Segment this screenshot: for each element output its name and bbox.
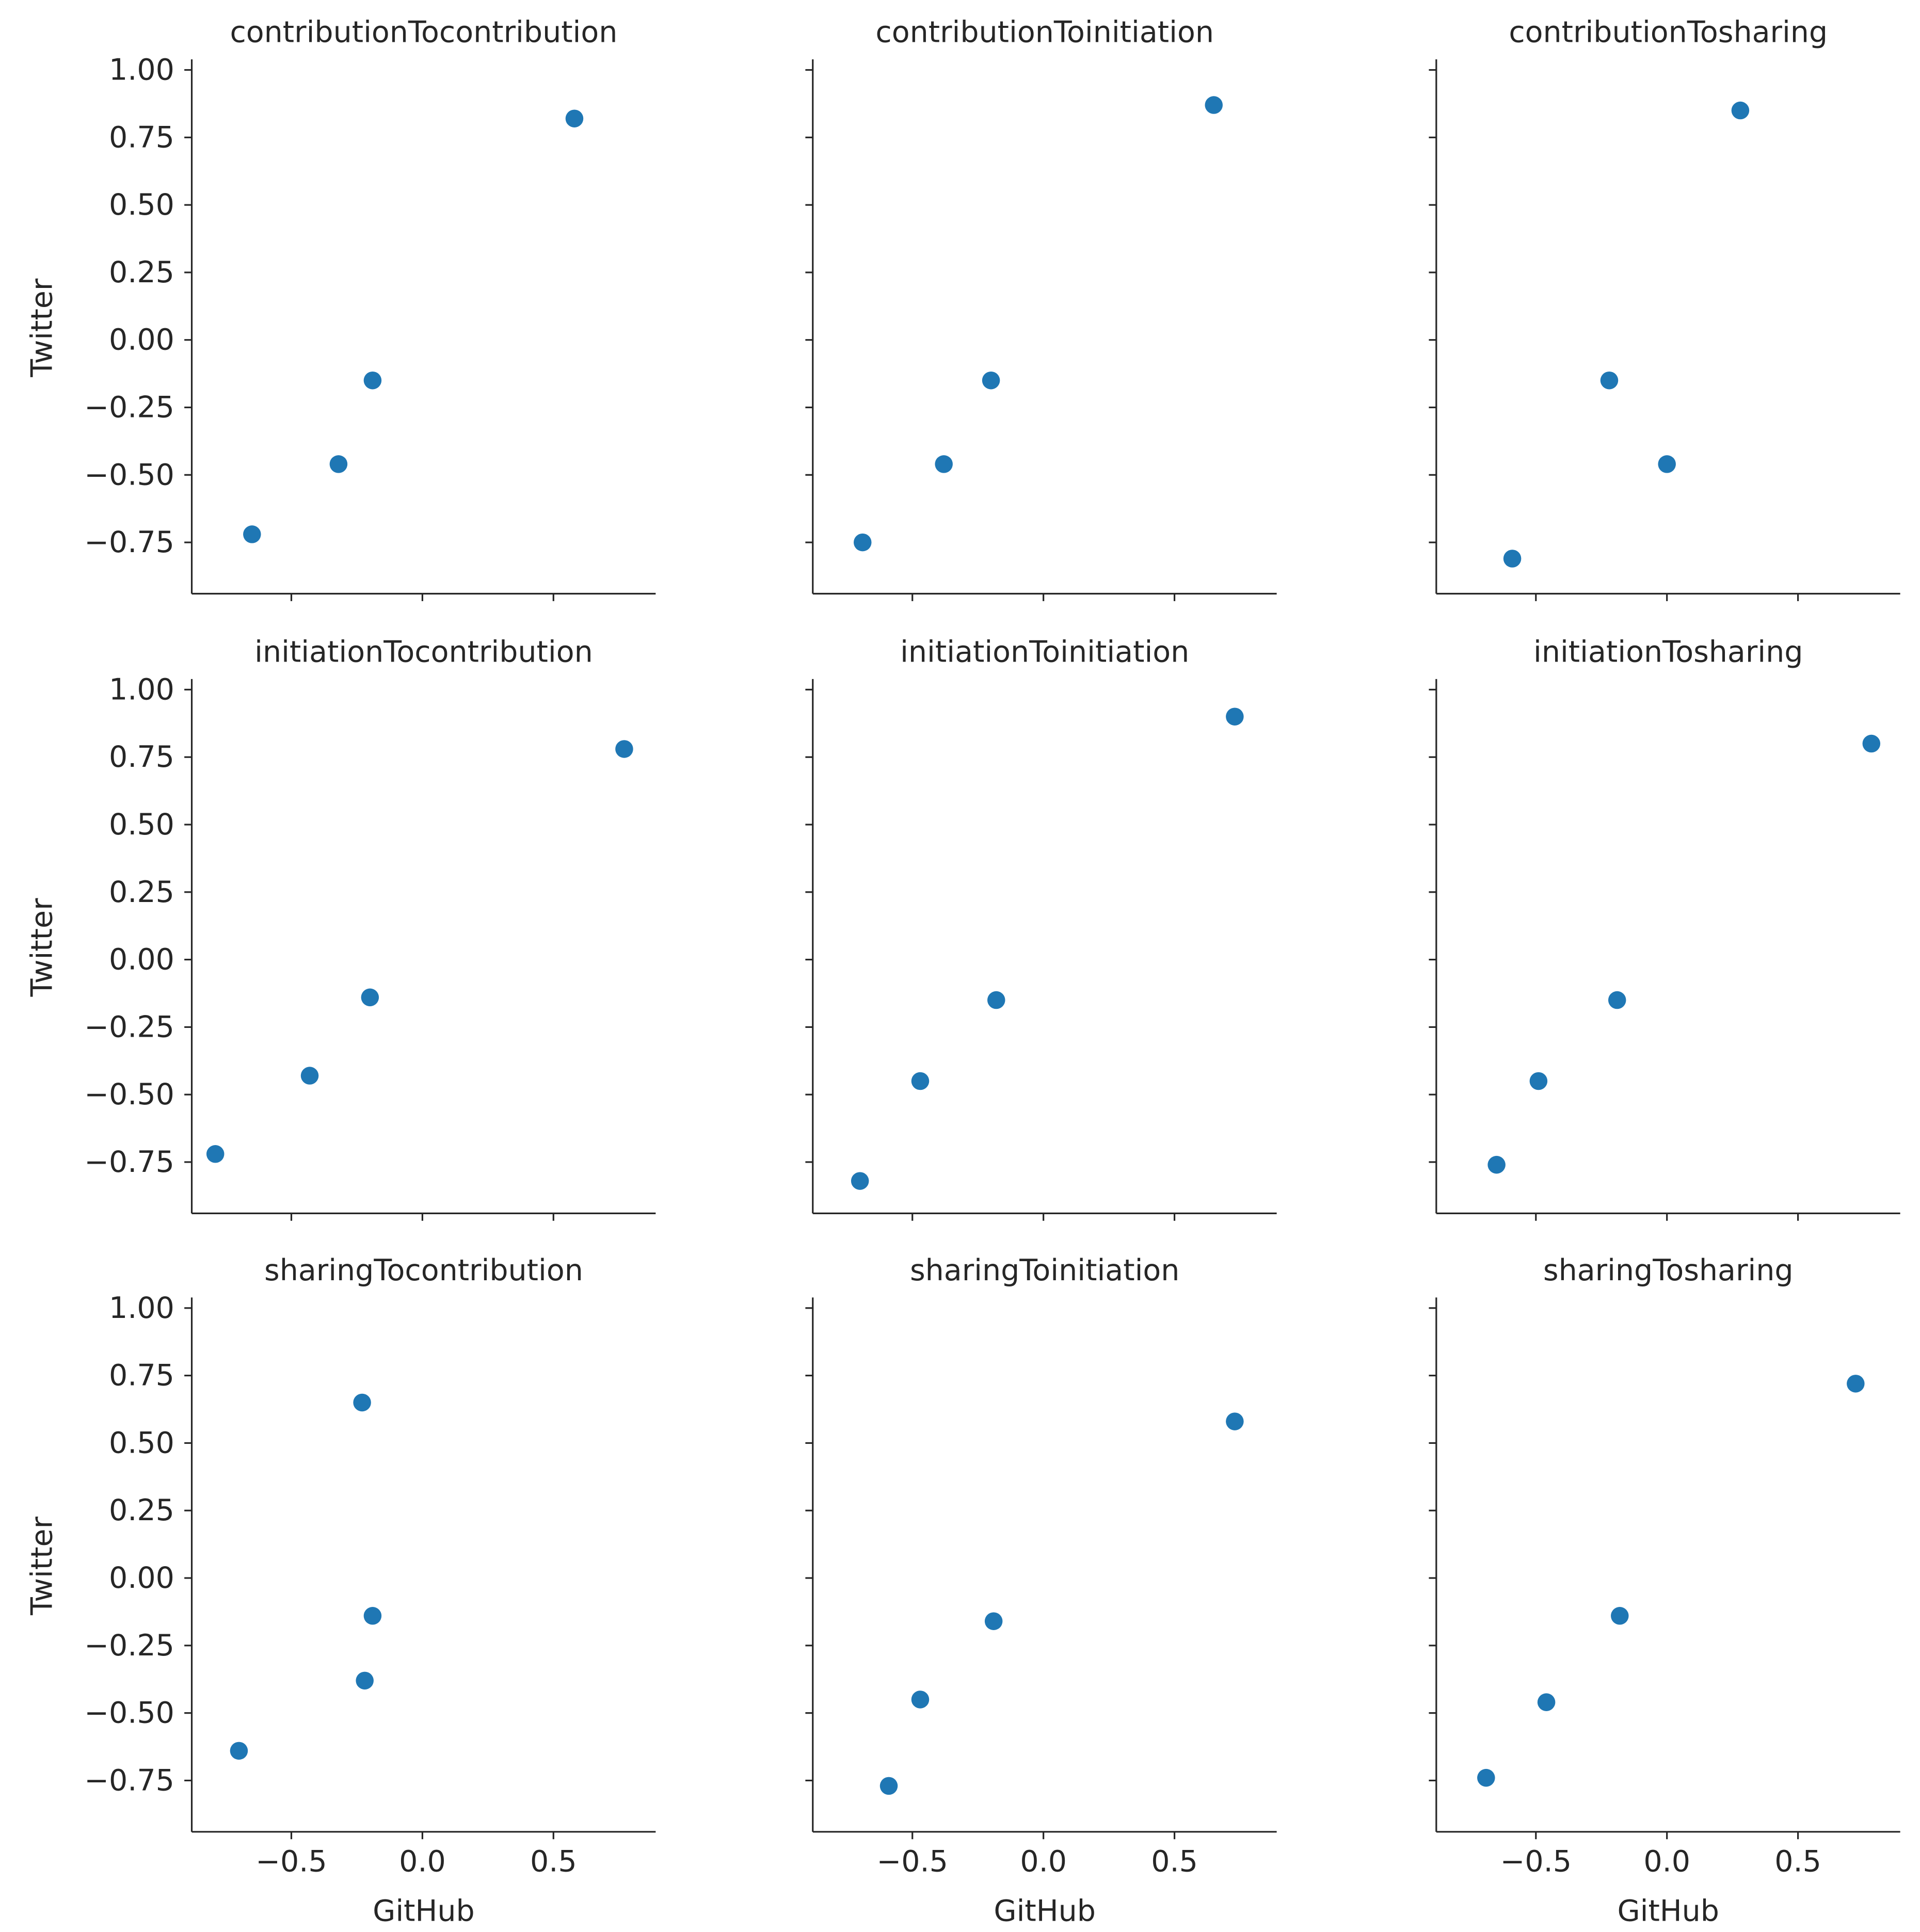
data-point	[1487, 1155, 1506, 1174]
y-tick-label: −0.50	[84, 1077, 174, 1112]
data-point	[1537, 1693, 1556, 1711]
y-tick-label: −0.25	[84, 1010, 174, 1044]
data-point	[853, 533, 872, 552]
panel-initiationTocontribution: initiationTocontribution −0.75 −0.50 −0.25 0…	[25, 635, 656, 1221]
y-tick-label: 0.50	[109, 1426, 174, 1460]
data-point	[1477, 1768, 1495, 1787]
data-point	[361, 988, 379, 1007]
panel-title: contributionToinitiation	[875, 15, 1214, 49]
panel-title: contributionTosharing	[1509, 15, 1828, 49]
x-axis-label: GitHub	[994, 1894, 1096, 1928]
x-tick-label: 0.0	[1020, 1845, 1067, 1879]
panel-title: sharingTosharing	[1543, 1253, 1794, 1287]
y-tick-label: 0.25	[109, 1493, 174, 1527]
x-tick-label: 0.5	[1774, 1845, 1821, 1879]
y-tick-label: 0.00	[109, 943, 174, 977]
panel-title: initiationToinitiation	[900, 635, 1189, 669]
data-point	[1600, 371, 1619, 390]
y-axis-label: Twitter	[25, 278, 59, 378]
panel-initiationTosharing: initiationTosharing	[1429, 635, 1900, 1221]
data-point	[1226, 707, 1244, 726]
y-tick-label: 0.00	[109, 323, 174, 357]
panel-title: initiationTosharing	[1533, 635, 1803, 669]
panel-title: sharingTocontribution	[264, 1253, 583, 1287]
panel-contributionTosharing: contributionTosharing	[1429, 15, 1900, 601]
y-tick-label: 1.00	[109, 1291, 174, 1325]
panel-title: sharingToinitiation	[910, 1253, 1179, 1287]
data-point	[879, 1777, 898, 1795]
data-point	[984, 1612, 1003, 1630]
data-point	[1608, 991, 1626, 1009]
data-point	[353, 1393, 371, 1412]
data-point	[1731, 101, 1750, 120]
y-tick-label: −0.25	[84, 1629, 174, 1663]
y-tick-label: 0.25	[109, 875, 174, 909]
panel-title: initiationTocontribution	[254, 635, 593, 669]
data-point	[363, 1607, 382, 1625]
panel-sharingToinitiation: sharingToinitiation −0.5 0.0 0.5 GitHub	[805, 1253, 1277, 1928]
x-tick-label: 0.0	[1643, 1845, 1690, 1879]
x-axis-label: GitHub	[1617, 1894, 1719, 1928]
y-tick-label: −0.25	[84, 391, 174, 425]
y-tick-label: 1.00	[109, 53, 174, 87]
x-tick-label: −0.5	[1500, 1845, 1572, 1879]
y-tick-label: 1.00	[109, 672, 174, 706]
data-point	[363, 371, 382, 390]
data-point	[565, 109, 584, 127]
y-tick-label: 0.00	[109, 1561, 174, 1595]
y-tick-label: −0.75	[84, 1763, 174, 1797]
data-point	[300, 1067, 319, 1085]
y-tick-label: 0.75	[109, 740, 174, 774]
panel-title: contributionTocontribution	[230, 15, 617, 49]
y-tick-label: 0.75	[109, 1359, 174, 1393]
x-axis-label: GitHub	[373, 1894, 475, 1928]
panel-sharingTocontribution: sharingTocontribution−0.75−0.50−0.250.00…	[25, 1253, 656, 1928]
panel-sharingTosharing: sharingTosharing −0.5 0.0 0.5 GitHub	[1429, 1253, 1900, 1928]
data-point	[356, 1671, 374, 1690]
panel-contributionToinitiation: contributionToinitiation	[805, 15, 1277, 601]
data-point	[1862, 734, 1881, 753]
data-point	[329, 455, 348, 473]
data-point	[1658, 455, 1676, 473]
y-tick-label: −0.75	[84, 525, 174, 559]
data-point	[911, 1691, 930, 1709]
x-tick-label: −0.5	[255, 1845, 327, 1879]
y-tick-label: 0.50	[109, 808, 174, 842]
x-tick-label: 0.0	[399, 1845, 446, 1879]
panel-initiationToinitiation: initiationToinitiation	[805, 635, 1277, 1221]
data-point	[243, 525, 261, 543]
data-point	[1529, 1072, 1548, 1090]
x-tick-label: 0.5	[530, 1845, 577, 1879]
data-point	[911, 1072, 930, 1090]
y-tick-label: 0.25	[109, 255, 174, 289]
y-axis-label: Twitter	[25, 1516, 59, 1616]
data-point	[987, 991, 1005, 1009]
x-tick-label: −0.5	[877, 1845, 948, 1879]
data-point	[206, 1145, 225, 1163]
data-point	[982, 371, 1000, 390]
data-point	[1847, 1375, 1865, 1393]
x-tick-label: 0.5	[1151, 1845, 1198, 1879]
data-point	[1205, 96, 1223, 114]
y-tick-label: 0.50	[109, 188, 174, 222]
data-point	[1503, 550, 1522, 568]
data-point	[935, 455, 953, 473]
panel-contributionTocontribution: contributionTocontribution −0.75 −0.50 −0.2…	[25, 15, 656, 601]
y-tick-label: 0.75	[109, 120, 174, 154]
data-point	[851, 1172, 869, 1190]
y-axis-label: Twitter	[25, 898, 59, 997]
data-point	[1226, 1412, 1244, 1430]
data-point	[1611, 1607, 1629, 1625]
data-point	[230, 1742, 248, 1760]
y-tick-label: −0.50	[84, 458, 174, 492]
data-point	[615, 740, 633, 758]
y-tick-label: −0.50	[84, 1696, 174, 1730]
y-tick-label: −0.75	[84, 1145, 174, 1179]
